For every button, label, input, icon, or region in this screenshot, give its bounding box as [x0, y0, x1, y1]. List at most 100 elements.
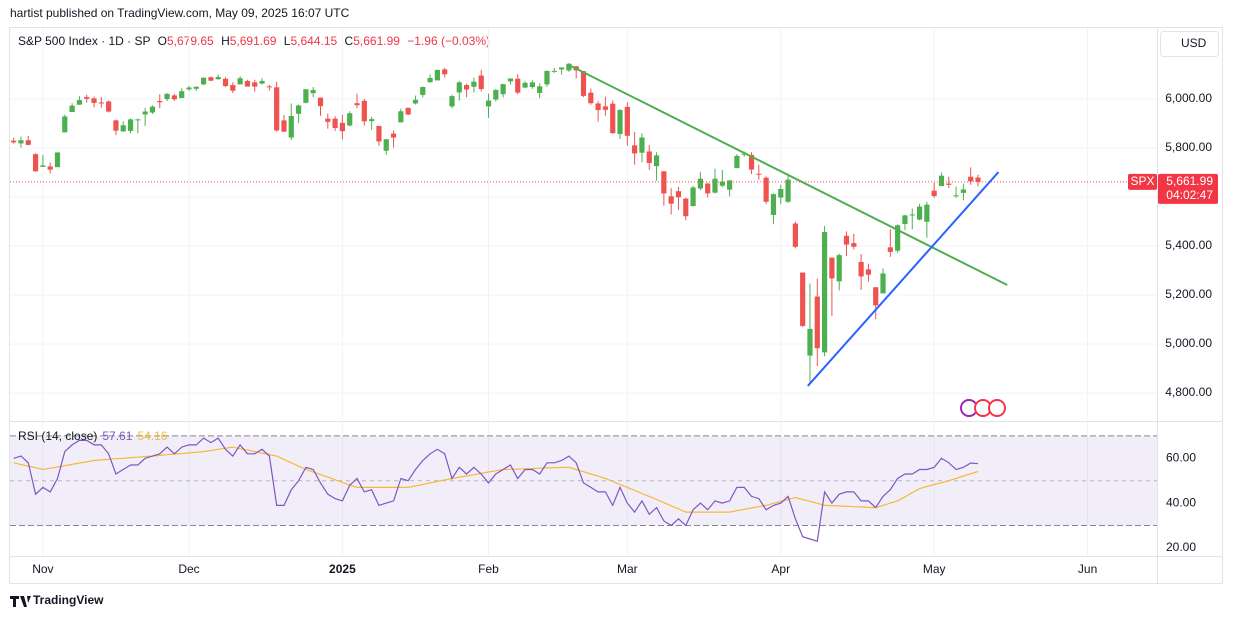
candle-body [646, 151, 652, 164]
candle-body [369, 119, 375, 122]
x-tick-label: Nov [32, 562, 53, 576]
indicator-title: RSI (14, close) [18, 429, 97, 443]
candle-body [91, 98, 97, 103]
brand-logo [10, 596, 31, 607]
candle-body [931, 190, 937, 197]
candle-body [398, 111, 404, 123]
candle-body [325, 118, 331, 122]
rsi-band [10, 435, 1157, 526]
candle-body [778, 188, 784, 198]
candle-body [274, 87, 280, 131]
candle-body [237, 78, 243, 85]
candle-body [661, 171, 667, 194]
candle-body [69, 105, 75, 113]
candle-body [230, 85, 236, 91]
candle-body [551, 70, 557, 72]
candle-body [456, 82, 462, 93]
candle-body [471, 81, 477, 87]
candle-body [259, 80, 265, 84]
y-tick-label: 5,400.00 [1165, 238, 1212, 252]
candle-body [719, 181, 725, 186]
candle-body [792, 223, 798, 247]
candle-body [420, 87, 426, 95]
candle-body [902, 215, 908, 225]
event-icons[interactable] [960, 399, 1006, 417]
candle-body [215, 77, 221, 80]
price-legend: S&P 500 Index · 1D · SP O5,679.65 H5,691… [18, 34, 490, 48]
field: H [221, 34, 230, 48]
candle-body [836, 255, 842, 282]
publish-note: hartist published on TradingView.com, Ma… [10, 6, 350, 20]
candle-body [84, 97, 90, 99]
candle-body [865, 269, 872, 275]
trendline [568, 64, 1008, 286]
rsi-line [13, 437, 979, 542]
candle-body [566, 63, 572, 71]
candle-body [960, 189, 966, 193]
candle-body [537, 86, 543, 93]
candle-body [756, 173, 762, 175]
candle-body [40, 165, 46, 167]
currency: USD [1181, 36, 1207, 50]
x-tick-label: Dec [178, 562, 199, 576]
price-tag [1158, 173, 1218, 204]
candle-body [347, 113, 353, 126]
candle-body [558, 67, 565, 70]
candle-body [946, 183, 952, 185]
candle-body [32, 154, 39, 172]
candle-body [493, 89, 499, 100]
candle-body [938, 175, 945, 187]
candle-body [697, 178, 703, 189]
symbol-tag [1128, 173, 1157, 190]
candle-body [602, 106, 609, 110]
candle-body [310, 89, 316, 94]
candle-body [54, 152, 61, 168]
candle-body [851, 243, 857, 247]
candle-body [588, 92, 594, 104]
brand: TradingView [33, 593, 104, 607]
candle-body [295, 105, 302, 114]
x-tick-label: Apr [771, 562, 790, 576]
candle-body [62, 116, 68, 133]
candle-body [120, 125, 126, 132]
candle-body [412, 99, 419, 104]
indicator-value: 57.61 [102, 429, 132, 443]
candle-body [880, 273, 886, 294]
candle-body [873, 287, 879, 306]
candle-body [624, 106, 630, 136]
x-tick-label: 2025 [329, 562, 356, 576]
candle-body [690, 187, 696, 207]
candle-body [405, 107, 411, 115]
candle-body [208, 77, 214, 81]
field-value: 5,691.69 [230, 34, 277, 48]
currency-box[interactable] [1160, 31, 1219, 57]
field: C [345, 34, 354, 48]
candle-body [106, 101, 112, 112]
symbol-title: S&P 500 Index · 1D · SP [18, 34, 151, 48]
candle-body [464, 85, 470, 90]
candle-body [383, 139, 389, 151]
candle-body [434, 69, 440, 81]
event-icon[interactable] [988, 399, 1006, 417]
candle-body [361, 100, 367, 122]
candle-body [909, 214, 915, 216]
field: O [158, 34, 167, 48]
candle-body [544, 70, 550, 85]
grid [10, 28, 1157, 556]
candle-body [887, 247, 893, 252]
price-tag-text: 5,661.99 [1166, 174, 1213, 188]
countdown: 04:02:47 [1166, 188, 1213, 202]
field: L [284, 34, 291, 48]
candle-body [705, 183, 711, 194]
candle-body [968, 176, 974, 182]
candle-body [127, 119, 134, 131]
candle-body [222, 78, 229, 87]
candle-body [47, 166, 53, 170]
candle-body [975, 177, 981, 182]
candle-body [113, 120, 119, 131]
candle-body [164, 93, 170, 100]
candle-body [712, 178, 718, 193]
candle-body [252, 82, 258, 87]
y-tick-label: 5,200.00 [1165, 287, 1212, 301]
candle-body [427, 77, 433, 83]
